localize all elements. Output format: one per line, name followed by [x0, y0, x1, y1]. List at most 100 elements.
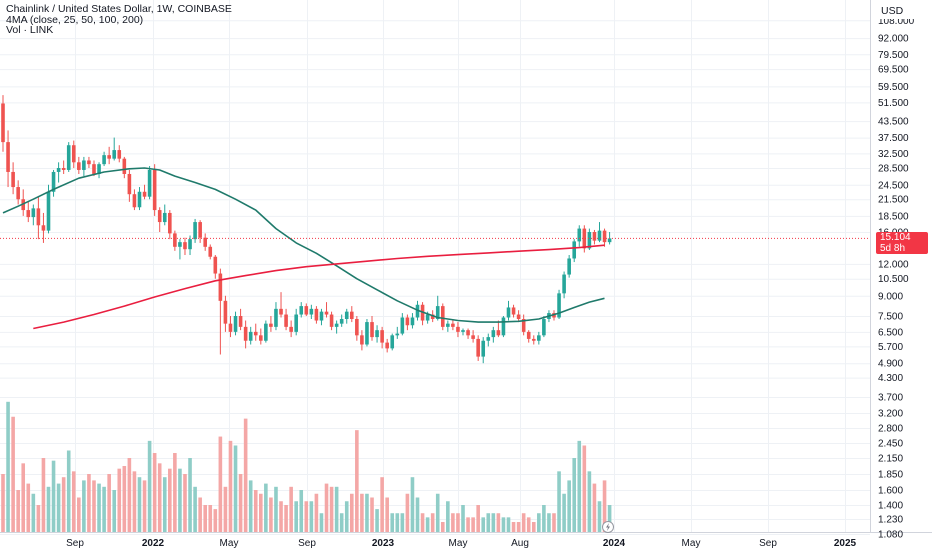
- volume-bar: [582, 445, 587, 532]
- time-tick-label: 2025: [834, 538, 857, 549]
- volume-bar: [11, 416, 15, 532]
- candle: [87, 156, 91, 168]
- candle-body: [188, 239, 192, 250]
- price-tick-label: 6.500: [878, 327, 903, 338]
- volume-bar: [481, 517, 486, 532]
- flash-icon[interactable]: [602, 521, 614, 533]
- volume-bar: [82, 480, 86, 532]
- volume-bar: [284, 505, 288, 532]
- volume-bar: [137, 477, 142, 532]
- candle-body: [592, 232, 597, 241]
- volume-bar: [344, 501, 349, 532]
- candle: [294, 308, 298, 336]
- volume-bar: [461, 505, 465, 532]
- volume-bar: [208, 505, 213, 532]
- volume-bar: [213, 509, 218, 532]
- candle-body: [562, 274, 566, 294]
- candle-body: [102, 155, 106, 165]
- volume-bar: [415, 497, 420, 532]
- price-candles: [1, 95, 612, 364]
- volume-bar: [248, 480, 253, 532]
- candle-body: [92, 164, 96, 174]
- volume-bar: [526, 517, 531, 532]
- volume-bar: [375, 509, 379, 532]
- candle-body: [385, 342, 389, 349]
- candle-body: [466, 330, 470, 336]
- price-tick-label: 43.500: [878, 117, 909, 128]
- price-tick-label: 10.500: [878, 274, 909, 285]
- price-tick-label: 18.500: [878, 211, 909, 222]
- volume-bar: [491, 513, 496, 532]
- candle: [56, 162, 61, 183]
- price-tick-label: 1.230: [878, 515, 903, 526]
- candle: [597, 222, 602, 243]
- candle-body: [537, 335, 541, 341]
- candle: [446, 320, 450, 332]
- candle-body: [577, 228, 582, 242]
- candle-body: [542, 318, 546, 336]
- price-tick-label: 92.000: [878, 34, 909, 45]
- volume-bar: [380, 477, 384, 532]
- volume-bar: [385, 497, 389, 532]
- candle-body: [264, 323, 268, 341]
- price-tick-label: 3.700: [878, 393, 903, 404]
- volume-bar: [51, 460, 56, 532]
- candle: [132, 189, 137, 211]
- candle: [410, 313, 415, 329]
- volume-bar: [26, 483, 31, 532]
- candle: [36, 196, 41, 240]
- volume-bar: [506, 517, 511, 532]
- volume-bar: [71, 471, 76, 532]
- candle-body: [259, 335, 263, 341]
- candle-body: [344, 311, 349, 319]
- candle: [107, 146, 111, 165]
- candle-body: [248, 331, 253, 341]
- candle-body: [66, 145, 71, 170]
- candle: [572, 239, 577, 263]
- volume-bar: [476, 505, 480, 532]
- volume-bar: [122, 466, 127, 532]
- candle-body: [183, 242, 187, 250]
- candle: [592, 229, 597, 245]
- ma-indicator-label[interactable]: 4MA (close, 25, 50, 100, 200): [6, 13, 144, 26]
- candle: [152, 164, 157, 216]
- volume-bar: [294, 501, 298, 532]
- volume-bar: [365, 493, 369, 532]
- volume-bar: [41, 458, 46, 532]
- time-tick-label: Sep: [66, 538, 84, 549]
- last-price-value: 15.104: [880, 232, 911, 243]
- volume-bar: [157, 463, 162, 532]
- price-tick-label: 12.000: [878, 259, 909, 270]
- candle: [501, 316, 506, 338]
- candle: [299, 302, 304, 318]
- volume-bar: [173, 453, 177, 532]
- candle-body: [415, 304, 420, 318]
- candle: [6, 130, 10, 188]
- currency-button[interactable]: USD: [877, 3, 929, 19]
- volume-bar: [430, 513, 435, 532]
- volume-bar: [6, 401, 10, 532]
- candle: [102, 151, 106, 167]
- price-tick-label: 51.500: [878, 98, 909, 109]
- candle-body: [31, 208, 36, 218]
- price-tick-label: 9.000: [878, 291, 903, 302]
- price-tick-label: 28.500: [878, 163, 909, 174]
- volume-bar: [112, 490, 117, 532]
- candle-body: [122, 158, 127, 174]
- price-tick-label: 21.500: [878, 195, 909, 206]
- candle: [284, 308, 288, 331]
- candle: [168, 210, 172, 240]
- volume-indicator-label[interactable]: Vol · LINK: [6, 24, 54, 36]
- symbol-title[interactable]: Chainlink / United States Dollar, 1W, CO…: [6, 3, 232, 15]
- candle: [365, 318, 369, 347]
- price-tick-label: 2.450: [878, 439, 903, 450]
- candle: [344, 308, 349, 324]
- candle: [506, 300, 511, 321]
- volume-bar: [193, 486, 197, 532]
- candle: [92, 160, 96, 177]
- candle: [233, 311, 238, 336]
- candle-body: [26, 210, 31, 218]
- candle: [516, 310, 521, 323]
- candle: [208, 244, 213, 260]
